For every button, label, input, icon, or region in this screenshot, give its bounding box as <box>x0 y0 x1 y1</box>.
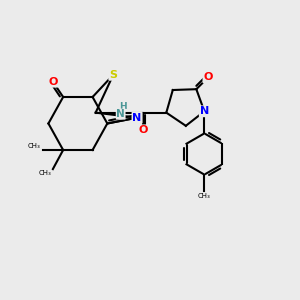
Text: H: H <box>119 102 127 111</box>
Text: O: O <box>138 125 147 135</box>
Text: O: O <box>203 72 213 82</box>
Text: N: N <box>200 106 209 116</box>
Text: N: N <box>116 109 125 119</box>
Text: O: O <box>48 77 58 87</box>
Text: CH₃: CH₃ <box>198 193 211 199</box>
Text: CH₃: CH₃ <box>39 170 51 176</box>
Text: S: S <box>109 70 117 80</box>
Text: CH₃: CH₃ <box>27 143 40 149</box>
Text: N: N <box>132 113 142 123</box>
